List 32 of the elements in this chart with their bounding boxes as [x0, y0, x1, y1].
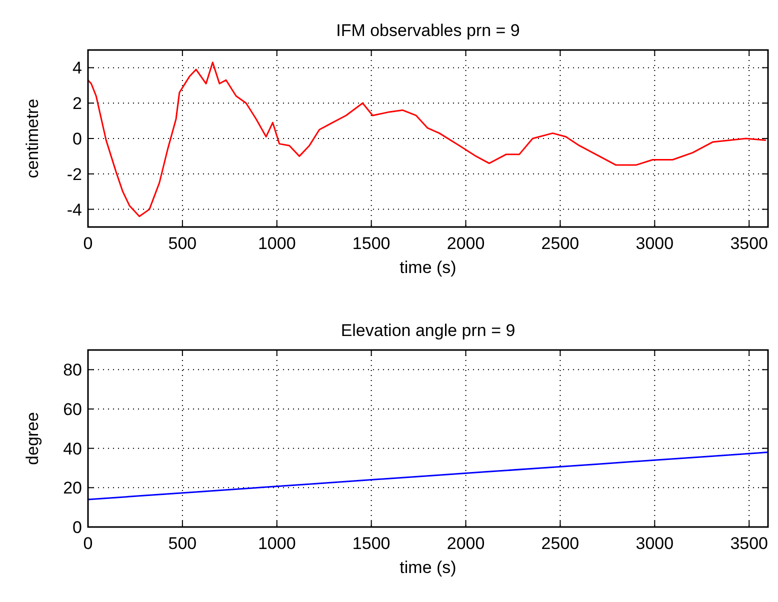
- x-tick-label: 3000: [636, 234, 674, 253]
- y-tick-label: 60: [63, 400, 82, 419]
- y-tick-label: 40: [63, 439, 82, 458]
- x-tick-label: 1000: [258, 534, 296, 553]
- chart-title: IFM observables prn = 9: [336, 21, 520, 40]
- y-tick-label: -2: [66, 164, 82, 184]
- x-tick-label: 2000: [446, 534, 485, 553]
- y-tick-label: 20: [63, 478, 82, 498]
- line-series: [88, 62, 767, 218]
- y-tick-label: -4: [66, 200, 82, 220]
- y-axis-title: centimetre: [23, 98, 42, 178]
- y-tick-label: 4: [72, 58, 82, 78]
- x-axis-title: time (s): [400, 258, 456, 277]
- line-series: [88, 452, 768, 500]
- y-tick-label: 0: [72, 130, 82, 148]
- x-tick-label: 500: [168, 234, 197, 253]
- x-tick-label: 3000: [636, 534, 674, 553]
- x-tick-label: 500: [168, 534, 197, 553]
- x-axis-title: time (s): [400, 558, 456, 577]
- x-tick-label: 2500: [541, 534, 580, 553]
- x-tick-label: 3500: [730, 234, 768, 253]
- x-tick-label: 2500: [541, 234, 580, 253]
- y-tick-label: 2: [72, 94, 82, 114]
- x-tick-label: 3500: [730, 534, 768, 553]
- y-tick-label: 0: [72, 518, 82, 537]
- x-tick-label: 2000: [446, 234, 485, 253]
- x-tick-label: 1500: [352, 534, 390, 553]
- y-axis-title: degree: [23, 412, 42, 465]
- x-tick-label: 1000: [258, 234, 296, 253]
- x-tick-label: 1500: [352, 234, 390, 253]
- chart-title: Elevation angle prn = 9: [340, 321, 516, 340]
- y-tick-label: 80: [63, 360, 82, 380]
